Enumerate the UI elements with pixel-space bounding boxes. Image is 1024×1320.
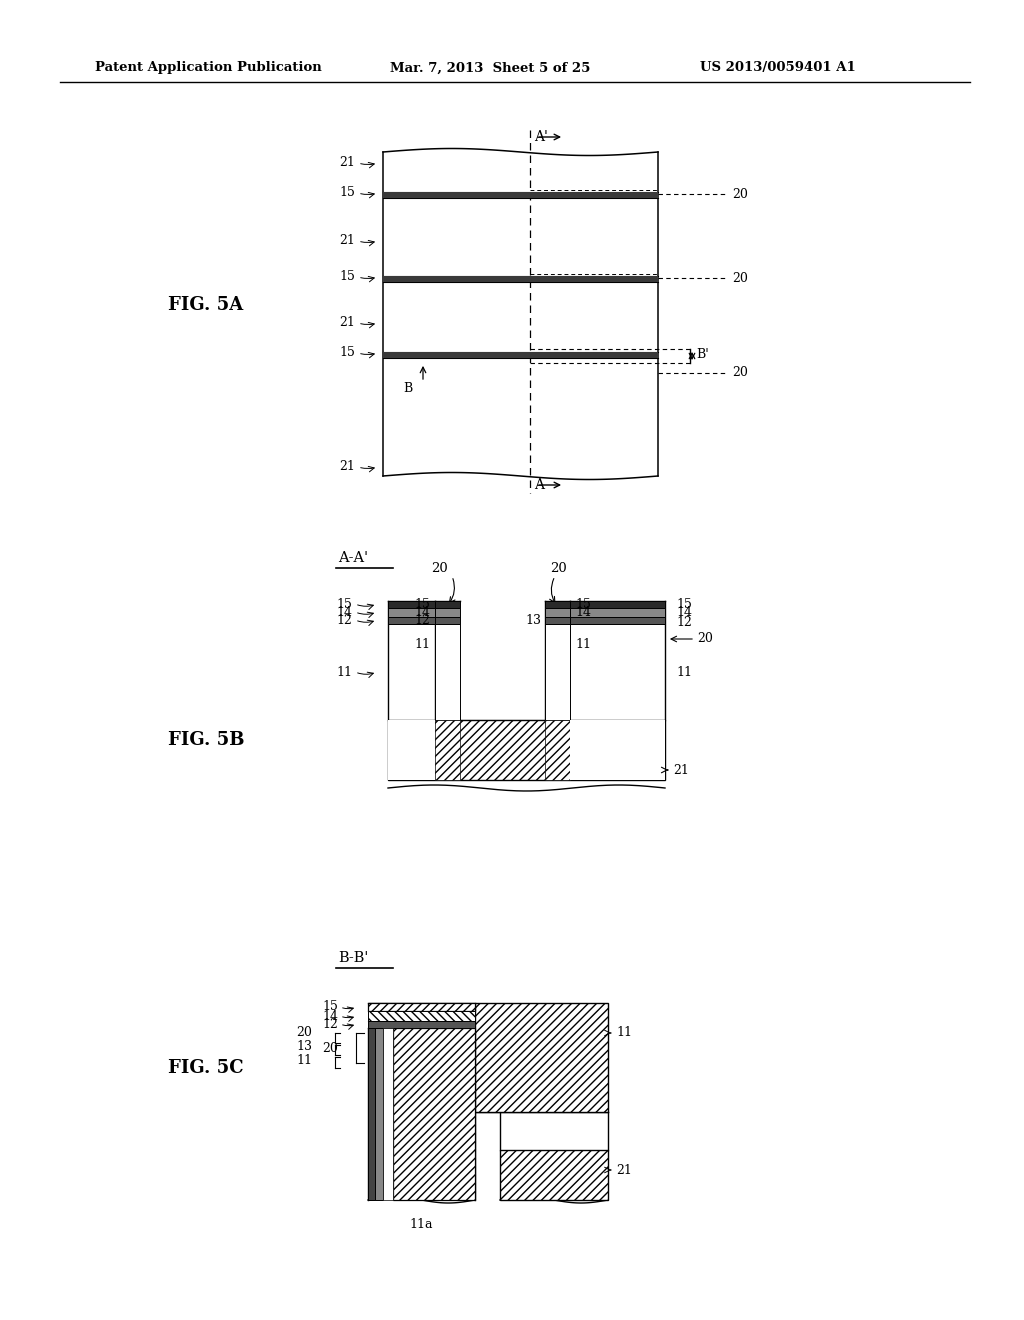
Text: FIG. 5B: FIG. 5B — [168, 731, 245, 748]
Text: 14: 14 — [575, 606, 591, 619]
Bar — [545, 609, 570, 616]
Bar — [545, 624, 570, 719]
Text: 15: 15 — [336, 598, 352, 610]
Text: US 2013/0059401 A1: US 2013/0059401 A1 — [700, 62, 856, 74]
Text: B': B' — [696, 347, 709, 360]
Text: 21: 21 — [339, 235, 355, 248]
Bar — [368, 1003, 475, 1011]
Text: 15: 15 — [676, 598, 692, 610]
Bar — [435, 719, 460, 780]
Text: 11: 11 — [575, 638, 591, 651]
Text: 20: 20 — [296, 1027, 312, 1040]
Text: 11: 11 — [296, 1053, 312, 1067]
Text: 15: 15 — [323, 1001, 338, 1014]
Text: 11a: 11a — [410, 1218, 433, 1232]
Bar — [570, 609, 665, 616]
Text: 15: 15 — [575, 598, 591, 610]
Bar — [388, 719, 665, 780]
Text: A': A' — [534, 129, 548, 144]
Bar — [570, 616, 665, 624]
Text: Mar. 7, 2013  Sheet 5 of 25: Mar. 7, 2013 Sheet 5 of 25 — [390, 62, 591, 74]
Text: 21: 21 — [339, 317, 355, 330]
Text: 12: 12 — [676, 615, 692, 628]
Text: 14: 14 — [336, 606, 352, 619]
Text: FIG. 5A: FIG. 5A — [168, 296, 244, 314]
Text: 15: 15 — [414, 598, 430, 610]
Text: 15: 15 — [339, 346, 355, 359]
Text: 20: 20 — [732, 272, 748, 285]
Bar — [383, 352, 658, 358]
Bar — [388, 719, 435, 780]
Text: 11: 11 — [414, 638, 430, 651]
Bar — [368, 1020, 475, 1028]
Bar — [570, 624, 665, 719]
Text: 20: 20 — [431, 562, 449, 576]
Text: 12: 12 — [323, 1018, 338, 1031]
Text: 12: 12 — [414, 614, 430, 627]
Bar — [388, 624, 435, 719]
Bar — [475, 1003, 608, 1111]
Bar — [383, 276, 658, 282]
Bar — [545, 719, 570, 780]
Bar — [388, 616, 435, 624]
Text: 21: 21 — [616, 1163, 632, 1176]
Text: 13: 13 — [525, 614, 541, 627]
Bar — [545, 616, 570, 624]
Text: 20: 20 — [732, 367, 748, 380]
Text: 21: 21 — [339, 157, 355, 169]
Bar — [435, 624, 460, 719]
Text: A: A — [534, 478, 544, 492]
Text: 20: 20 — [550, 562, 566, 576]
Text: 15: 15 — [339, 271, 355, 284]
Bar — [545, 601, 570, 609]
Bar — [435, 609, 460, 616]
Text: 14: 14 — [676, 606, 692, 619]
Text: 12: 12 — [336, 614, 352, 627]
Bar — [393, 1028, 475, 1200]
Text: 21: 21 — [673, 763, 689, 776]
Bar — [500, 1150, 608, 1200]
Text: 11: 11 — [676, 665, 692, 678]
Bar — [375, 1028, 383, 1200]
Text: 14: 14 — [322, 1010, 338, 1023]
Bar — [368, 1028, 375, 1200]
Text: 21: 21 — [339, 461, 355, 474]
Bar — [570, 719, 665, 780]
Text: Patent Application Publication: Patent Application Publication — [95, 62, 322, 74]
Bar — [435, 616, 460, 624]
Text: FIG. 5C: FIG. 5C — [168, 1059, 244, 1077]
Bar — [388, 601, 435, 609]
Bar — [383, 1028, 393, 1200]
Text: 20: 20 — [732, 187, 748, 201]
Bar — [383, 191, 658, 198]
Text: 11: 11 — [336, 665, 352, 678]
Bar — [368, 1011, 475, 1020]
Text: 15: 15 — [339, 186, 355, 199]
Text: 20: 20 — [697, 632, 713, 645]
Bar — [570, 601, 665, 609]
Text: 13: 13 — [296, 1040, 312, 1052]
Text: A-A': A-A' — [338, 550, 368, 565]
Text: B-B': B-B' — [338, 950, 369, 965]
Text: 20: 20 — [323, 1041, 338, 1055]
Bar — [388, 609, 435, 616]
Text: 11: 11 — [616, 1027, 632, 1040]
Text: 14: 14 — [414, 606, 430, 619]
Bar — [435, 601, 460, 609]
Text: B: B — [403, 381, 413, 395]
